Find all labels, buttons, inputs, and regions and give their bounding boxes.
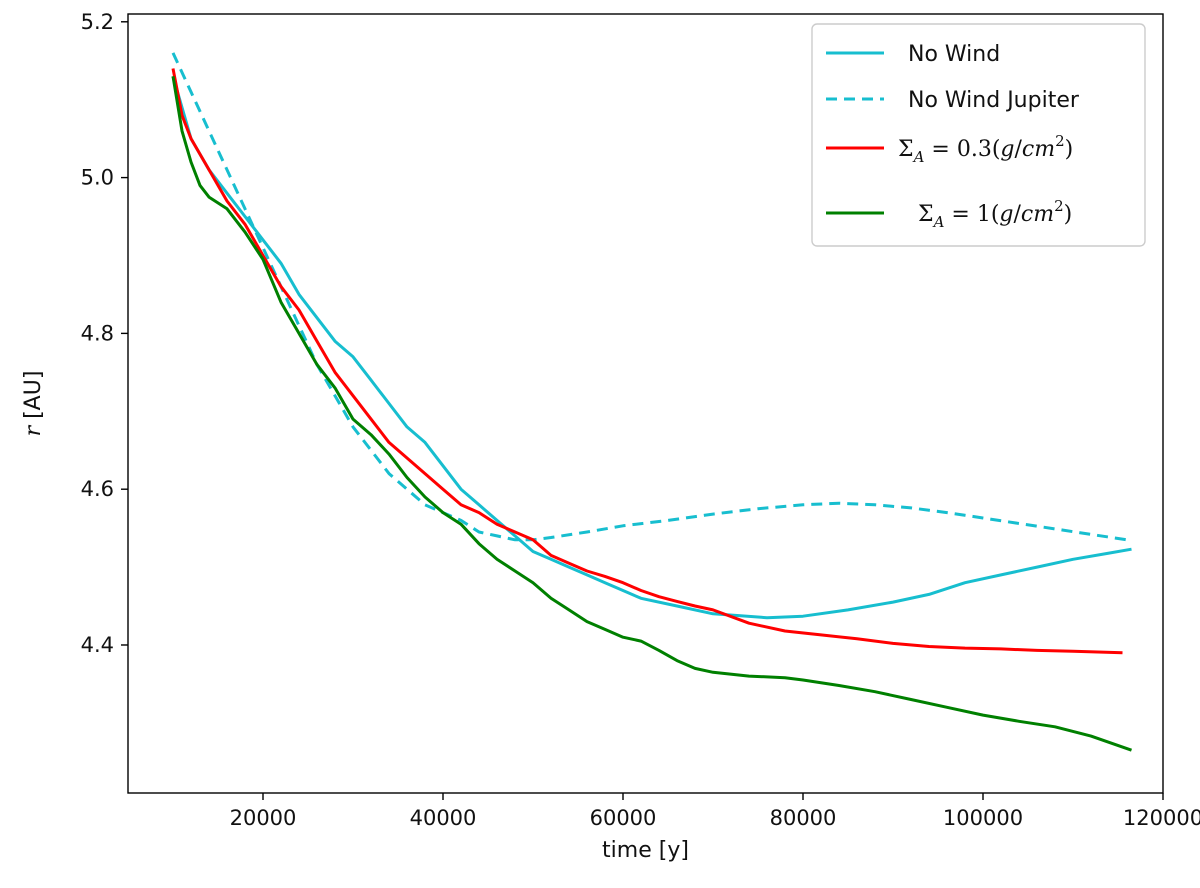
y-tick-label: 4.8 (81, 321, 114, 345)
x-tick-label: 100000 (943, 806, 1023, 830)
legend-label-3: ΣA = 1(g/cm2) (918, 197, 1072, 231)
x-ticks: 20000 40000 60000 80000 100000 120000 (230, 793, 1200, 830)
legend-subscript: A (932, 213, 945, 231)
series-line-2 (171, 68, 1123, 655)
legend-unit-cm: cm (1022, 137, 1055, 162)
legend-label-1: No Wind Jupiter (908, 88, 1080, 113)
legend-unit-slash: / (1015, 137, 1023, 162)
x-tick-label: 120000 (1123, 806, 1200, 830)
legend-unit-var: g (1000, 137, 1014, 162)
legend-unit-cm: cm (1021, 202, 1054, 227)
y-tick-label: 5.0 (81, 166, 114, 190)
y-axis-label-unit: [AU] (21, 371, 46, 426)
legend-label-0: No Wind (908, 42, 1000, 67)
legend-value: = 1( (944, 202, 999, 227)
x-tick-label: 60000 (590, 806, 657, 830)
legend-close-paren: ) (1065, 137, 1074, 162)
series-lines (171, 52, 1132, 752)
y-ticks: 4.4 4.6 4.8 5.0 5.2 (81, 10, 128, 657)
legend-unit-var: g (999, 202, 1013, 227)
legend-sigma: Σ (898, 137, 914, 162)
legend-value: = 0.3( (924, 137, 1000, 162)
series-line-0 (171, 75, 1132, 620)
x-tick-label: 80000 (770, 806, 837, 830)
y-axis-label-var: r (21, 424, 46, 436)
legend-close-paren: ) (1064, 202, 1073, 227)
series-line-3 (171, 76, 1132, 752)
x-tick-label: 40000 (410, 806, 477, 830)
legend-subscript: A (912, 148, 925, 166)
legend-superscript: 2 (1055, 132, 1065, 150)
x-axis-label: time [y] (602, 838, 689, 863)
legend-label-2: ΣA = 0.3(g/cm2) (898, 132, 1073, 166)
y-axis-label: r [AU] (21, 371, 46, 437)
y-tick-label: 5.2 (81, 10, 114, 34)
legend-box (811, 23, 1146, 247)
legend-unit-slash: / (1014, 202, 1022, 227)
plot-frame (127, 13, 1164, 794)
y-tick-label: 4.6 (81, 477, 114, 501)
x-tick-label: 20000 (230, 806, 297, 830)
legend-superscript: 2 (1054, 197, 1064, 215)
legend-sigma: Σ (918, 202, 934, 227)
y-tick-label: 4.4 (81, 633, 114, 657)
